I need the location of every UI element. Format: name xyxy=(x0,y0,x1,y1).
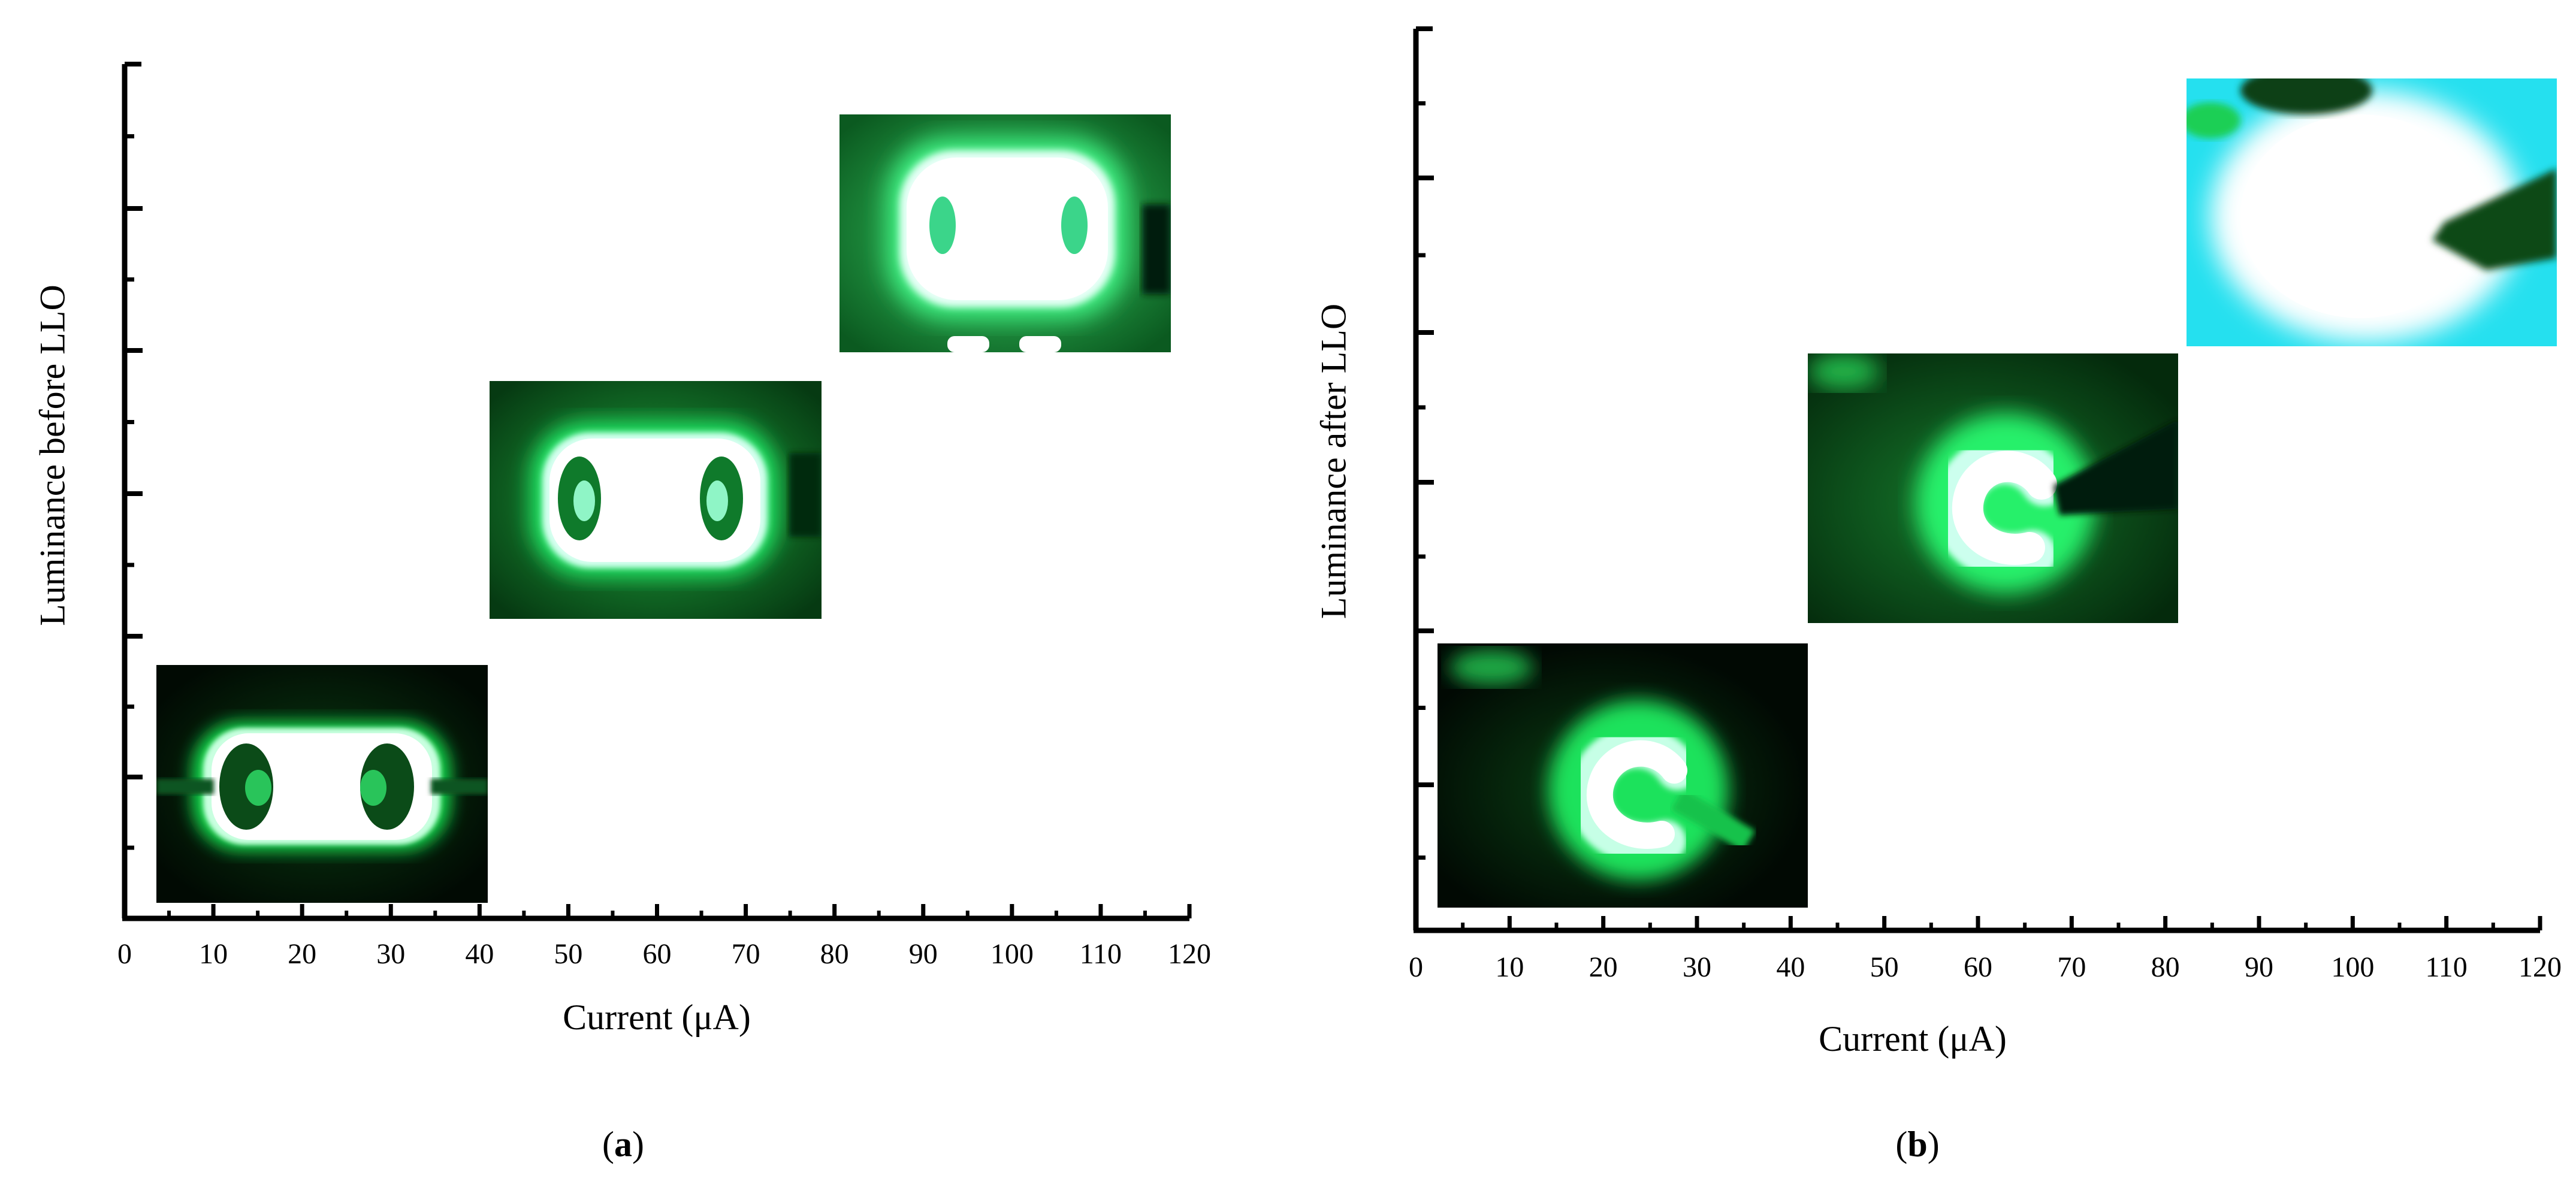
x-tick-label-b: 120 xyxy=(2518,951,2562,983)
panel-caption-letter-a: a xyxy=(614,1124,632,1164)
emission-image-b-low xyxy=(1438,643,1808,908)
x-tick-label-b: 30 xyxy=(1683,951,1711,983)
x-tick-label-a: 50 xyxy=(554,938,582,970)
x-tick-label-b: 50 xyxy=(1870,951,1899,983)
x-tick-label-a: 100 xyxy=(990,938,1034,970)
emission-image-a-low xyxy=(156,665,488,903)
x-tick-label-b: 110 xyxy=(2426,951,2468,983)
plot-area-a: 0 10 20 30 40 50 60 70 80 90 100 110 120 xyxy=(117,62,1211,970)
x-tick-label-a: 0 xyxy=(117,938,132,970)
x-tick-label-a: 70 xyxy=(732,938,760,970)
x-tick-label-a: 80 xyxy=(820,938,849,970)
x-tick-label-b: 0 xyxy=(1409,951,1423,983)
y-axis-label-a: Luminance before LLO xyxy=(32,285,73,626)
x-tick-label-b: 40 xyxy=(1776,951,1805,983)
x-tick-label-a: 40 xyxy=(465,938,494,970)
x-tick-label-b: 90 xyxy=(2245,951,2273,983)
x-tick-label-a: 60 xyxy=(643,938,672,970)
plot-area-b: 0 10 20 30 40 50 60 70 80 90 100 110 120 xyxy=(1409,26,2562,983)
emission-image-b-high xyxy=(2187,78,2557,346)
x-tick-label-a: 10 xyxy=(199,938,228,970)
x-tick-label-a: 90 xyxy=(909,938,938,970)
x-tick-label-a: 30 xyxy=(376,938,405,970)
chart-panel-a: 0 10 20 30 40 50 60 70 80 90 100 110 120 Luminance b… xyxy=(32,62,1211,1164)
emission-image-a-high xyxy=(839,114,1171,352)
x-tick-label-a: 20 xyxy=(288,938,316,970)
x-axis-label-b: Current (μA) xyxy=(1819,1019,2007,1059)
x-tick-label-b: 100 xyxy=(2331,951,2374,983)
panel-caption-b: (b) xyxy=(1895,1124,1940,1164)
x-tick-label-b: 10 xyxy=(1495,951,1524,983)
panel-caption-a: (a) xyxy=(602,1124,644,1164)
x-tick-label-a: 120 xyxy=(1168,938,1211,970)
y-axis-label-b: Luminance after LLO xyxy=(1313,303,1354,619)
emission-image-b-medium xyxy=(1808,353,2178,623)
x-tick-label-b: 80 xyxy=(2151,951,2180,983)
panel-caption-letter-b: b xyxy=(1907,1124,1928,1164)
x-tick-label-b: 20 xyxy=(1589,951,1618,983)
chart-panel-b: 0 10 20 30 40 50 60 70 80 90 100 110 120 Luminance a… xyxy=(1288,0,2576,1182)
x-tick-label-b: 60 xyxy=(1964,951,1992,983)
x-tick-label-b: 70 xyxy=(2057,951,2086,983)
emission-image-a-medium xyxy=(490,381,822,619)
x-axis-label-a: Current (μA) xyxy=(563,997,751,1037)
x-tick-label-a: 110 xyxy=(1080,938,1122,970)
